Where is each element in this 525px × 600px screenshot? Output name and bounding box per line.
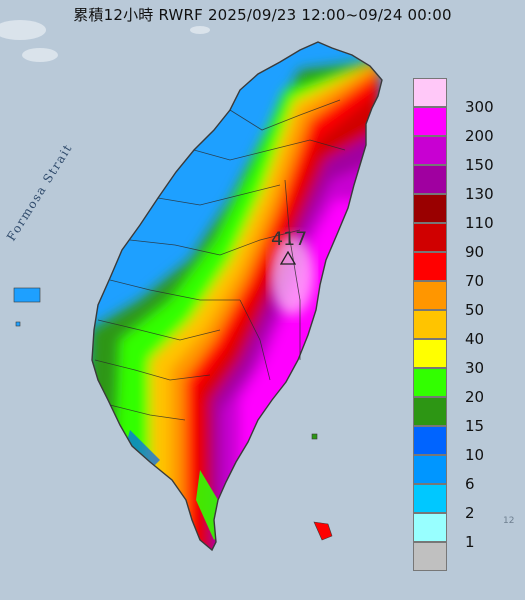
legend-swatch	[413, 484, 447, 513]
legend-label: 150	[465, 156, 494, 174]
legend-swatch	[413, 368, 447, 397]
legend-swatch	[413, 513, 447, 542]
legend-swatch	[413, 455, 447, 484]
legend-swatch	[413, 339, 447, 368]
legend-swatch	[413, 252, 447, 281]
legend-label: 40	[465, 330, 485, 348]
legend-label: 200	[465, 127, 494, 145]
legend-swatch	[413, 107, 447, 136]
triangle-icon	[280, 251, 296, 265]
legend-swatch	[413, 165, 447, 194]
max-rainfall-value: 417	[271, 228, 308, 250]
legend-swatch	[413, 281, 447, 310]
legend-swatch	[413, 136, 447, 165]
legend-swatch	[413, 426, 447, 455]
legend-swatch	[413, 194, 447, 223]
legend-swatch	[413, 310, 447, 339]
legend-label: 10	[465, 446, 485, 464]
legend-label: 1	[465, 533, 475, 551]
legend-label: 300	[465, 98, 494, 116]
legend-label: 130	[465, 185, 494, 203]
legend-label: 6	[465, 475, 475, 493]
legend-label: 90	[465, 243, 485, 261]
legend-label: 30	[465, 359, 485, 377]
legend-swatch	[413, 223, 447, 252]
legend-swatch	[413, 78, 447, 107]
legend-label: 50	[465, 301, 485, 319]
legend-label: 20	[465, 388, 485, 406]
legend-swatch	[413, 397, 447, 426]
corner-label: 12	[503, 516, 515, 526]
map-title: 累積12小時 RWRF 2025/09/23 12:00~09/24 00:00	[73, 6, 452, 24]
legend-label: 15	[465, 417, 485, 435]
legend-label: 70	[465, 272, 485, 290]
legend-label: 2	[465, 504, 475, 522]
legend-swatch	[413, 542, 447, 571]
legend-label: 110	[465, 214, 494, 232]
